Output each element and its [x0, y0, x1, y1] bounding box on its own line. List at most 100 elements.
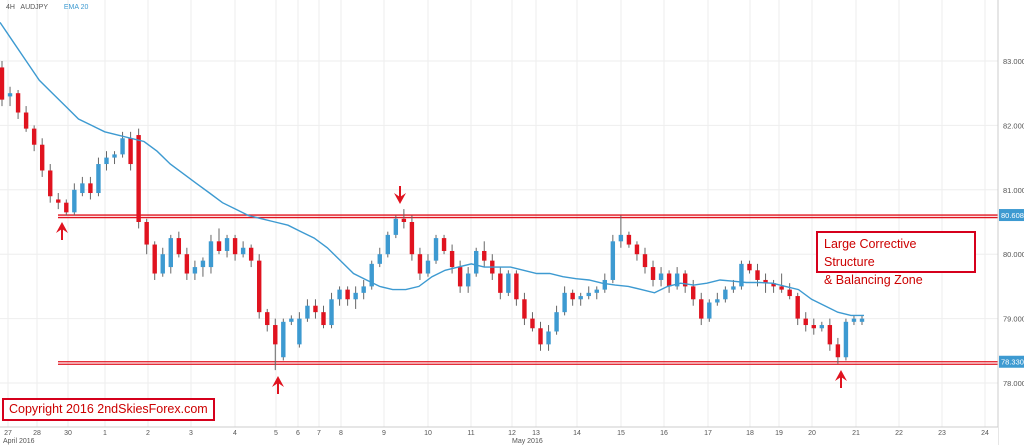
level-label: 80.608: [1001, 211, 1024, 220]
candle-body: [168, 238, 173, 268]
candle-body: [136, 135, 141, 222]
price-tick-label: 81.000: [1003, 186, 1024, 195]
candle-body: [31, 128, 37, 145]
candle-body: [305, 305, 310, 319]
arrow-up-icon: [272, 376, 284, 387]
candle-body: [248, 247, 254, 261]
time-tick-label: 21: [852, 430, 860, 437]
candle-body: [795, 296, 800, 319]
time-tick-label: 14: [573, 430, 581, 437]
candle-body: [650, 267, 656, 280]
candle-body: [570, 292, 575, 300]
candle-body: [393, 218, 399, 235]
time-tick-label: 24: [981, 430, 989, 437]
time-tick-label: 7: [317, 430, 321, 437]
candle-body: [699, 299, 704, 319]
candle-body: [546, 331, 551, 345]
candle-body: [691, 286, 696, 300]
horizontal-levels: [58, 214, 998, 365]
candle-body: [538, 328, 543, 345]
time-tick-label: 28: [33, 430, 41, 437]
candle-body: [554, 312, 559, 332]
legend-indicator: EMA 20: [63, 4, 89, 11]
time-tick-label: 2: [146, 430, 150, 437]
annotation-line-1: Large Corrective Structure: [824, 237, 917, 269]
time-tick-label: 17: [704, 430, 712, 437]
ema-line: [0, 22, 864, 317]
candle-body: [594, 289, 599, 293]
candle-body: [779, 286, 784, 290]
candle-body: [160, 254, 165, 274]
price-tick-label: 80.000: [1003, 250, 1024, 259]
arrow-up-icon: [56, 222, 68, 233]
legend: 4H AUDJPY EMA 20: [6, 4, 88, 11]
candle-body: [88, 183, 93, 194]
candle-body: [843, 321, 849, 358]
candle-body: [0, 67, 5, 100]
candle-body: [353, 292, 358, 300]
candle-body: [256, 260, 262, 313]
candle-body: [530, 318, 535, 329]
price-tick-label: 79.000: [1003, 315, 1024, 324]
candle-body: [23, 112, 29, 129]
candle-body: [835, 344, 841, 358]
candle-body: [811, 325, 816, 329]
candle-body: [96, 164, 101, 194]
time-tick-label: 13: [532, 430, 540, 437]
time-tick-label: 30: [64, 430, 72, 437]
candle-body: [56, 199, 61, 203]
candle-body: [498, 273, 503, 293]
candle-body: [417, 254, 423, 274]
candle-body: [506, 273, 511, 293]
candle-body: [666, 273, 672, 287]
candle-body: [401, 218, 407, 222]
candle-body: [482, 250, 487, 261]
candle-body: [449, 250, 455, 268]
time-tick-label: 18: [746, 430, 754, 437]
candle-body: [409, 222, 415, 255]
candle-body: [224, 238, 230, 251]
time-tick-label: 5: [274, 430, 278, 437]
time-tick-label: 1: [103, 430, 107, 437]
candle-body: [152, 244, 157, 274]
candle-body: [731, 286, 736, 290]
time-tick-label: 20: [808, 430, 816, 437]
candle-body: [787, 289, 792, 297]
price-tick-label: 83.000: [1003, 57, 1024, 66]
time-tick-label: 11: [467, 430, 474, 437]
candle-body: [771, 283, 776, 287]
candle-body: [465, 273, 471, 287]
candle-body: [72, 189, 77, 213]
candle-body: [457, 267, 463, 287]
candle-body: [297, 318, 302, 345]
candle-body: [634, 244, 640, 255]
candle-body: [715, 299, 720, 303]
time-month-label: May 2016: [512, 438, 543, 445]
candle-body: [104, 157, 109, 165]
annotation-box: Large Corrective Structure & Balancing Z…: [816, 231, 976, 287]
price-tick-label: 82.000: [1003, 121, 1024, 130]
level-badge: [999, 355, 1024, 368]
candle-body: [176, 238, 182, 255]
price-axis: 83.000 82.000 81.000 80.000 79.000 78.000 80.6…: [997, 0, 1024, 445]
candle-body: [618, 234, 624, 242]
candle-body: [144, 222, 149, 245]
candle-body: [208, 241, 214, 268]
legend-symbol: AUDJPY: [20, 4, 48, 11]
candle-body: [128, 138, 133, 165]
candle-body: [602, 279, 608, 290]
time-tick-label: 12: [508, 430, 516, 437]
time-tick-label: 4: [233, 430, 237, 437]
candle-body: [658, 273, 664, 280]
copyright-text: Copyright 2016 2ndSkiesForex.com: [9, 402, 208, 416]
candle-body: [377, 254, 382, 264]
candle-body: [273, 325, 278, 345]
candle-body: [337, 289, 342, 300]
time-tick-label: 8: [339, 430, 343, 437]
candle-body: [192, 267, 198, 274]
time-tick-label: 15: [617, 430, 625, 437]
candle-body: [562, 292, 567, 313]
candle-body: [642, 254, 648, 268]
price-tick-label: 78.000: [1003, 379, 1024, 388]
